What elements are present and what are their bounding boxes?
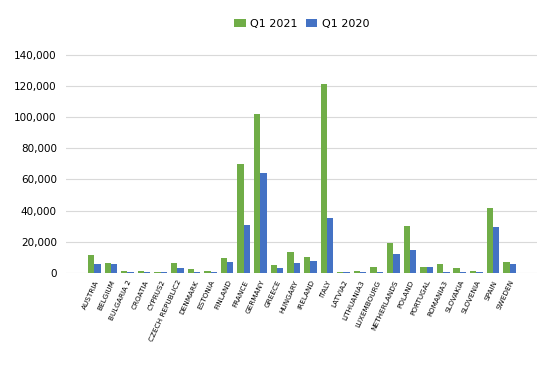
Bar	[171, 263, 177, 273]
Bar	[111, 264, 117, 273]
Bar	[454, 268, 460, 273]
Bar	[337, 272, 343, 273]
Bar	[155, 272, 161, 273]
Bar	[94, 264, 100, 273]
Bar	[127, 272, 134, 273]
Bar	[88, 255, 94, 273]
Bar	[194, 272, 200, 273]
Bar	[271, 265, 277, 273]
Bar	[105, 263, 111, 273]
Bar	[437, 264, 443, 273]
Bar	[371, 267, 377, 273]
Bar	[387, 243, 393, 273]
Bar	[227, 262, 233, 273]
Bar	[321, 84, 327, 273]
Bar	[493, 227, 499, 273]
Bar	[121, 271, 127, 273]
Bar	[144, 272, 150, 273]
Bar	[360, 272, 366, 273]
Bar	[188, 269, 194, 273]
Bar	[138, 271, 144, 273]
Bar	[404, 226, 410, 273]
Bar	[476, 272, 483, 273]
Bar	[161, 272, 167, 273]
Bar	[343, 272, 350, 273]
Bar	[221, 258, 227, 273]
Bar	[294, 263, 300, 273]
Bar	[310, 261, 316, 273]
Bar	[487, 208, 493, 273]
Bar	[204, 271, 211, 273]
Bar	[254, 114, 260, 273]
Bar	[460, 272, 466, 273]
Bar	[177, 268, 183, 273]
Bar	[327, 218, 333, 273]
Bar	[244, 225, 250, 273]
Bar	[211, 272, 217, 273]
Bar	[420, 267, 427, 273]
Bar	[304, 257, 310, 273]
Bar	[443, 272, 449, 273]
Bar	[277, 268, 283, 273]
Bar	[470, 271, 476, 273]
Legend: Q1 2021, Q1 2020: Q1 2021, Q1 2020	[230, 14, 374, 33]
Bar	[393, 254, 399, 273]
Bar	[377, 272, 383, 273]
Bar	[427, 267, 433, 273]
Bar	[504, 262, 510, 273]
Bar	[510, 264, 516, 273]
Bar	[288, 252, 294, 273]
Bar	[354, 271, 360, 273]
Bar	[260, 173, 266, 273]
Bar	[410, 250, 416, 273]
Bar	[238, 164, 244, 273]
